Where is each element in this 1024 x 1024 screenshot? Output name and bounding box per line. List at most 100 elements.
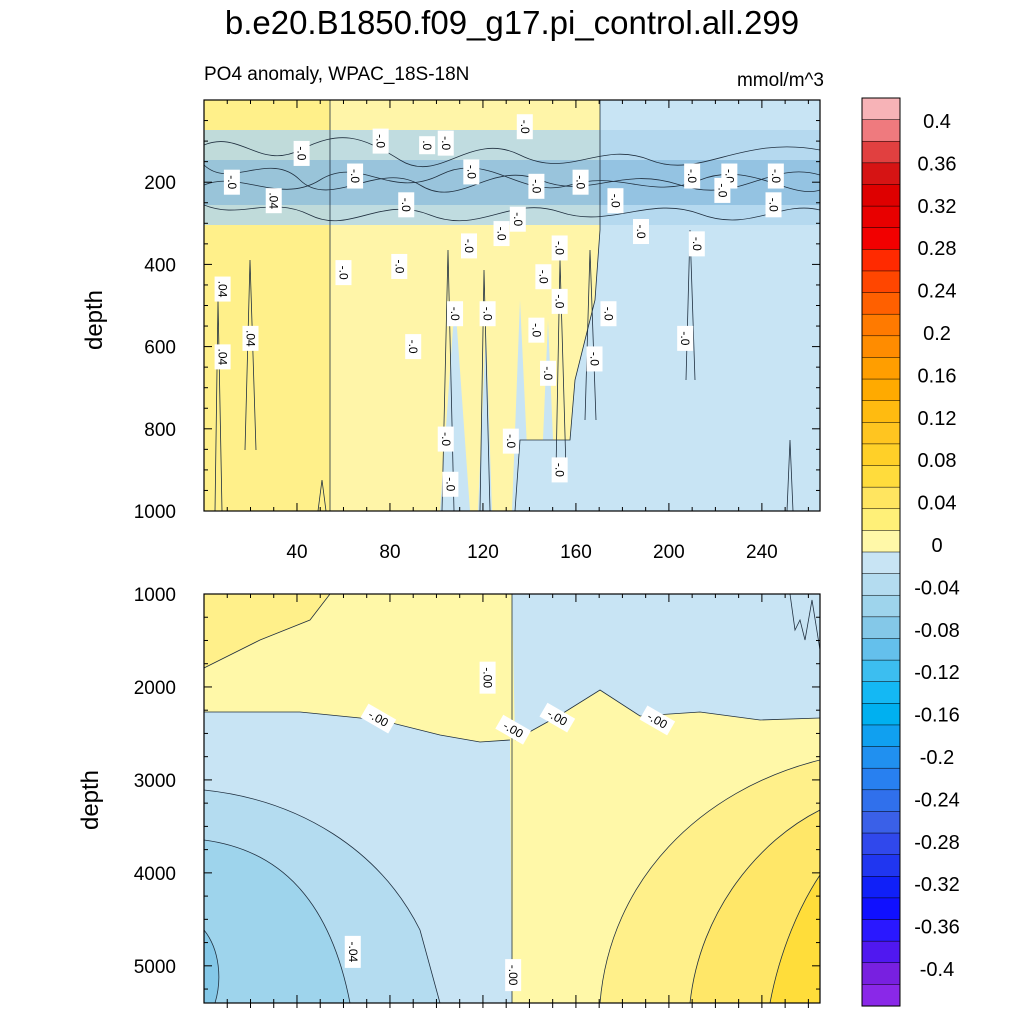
colorbar-swatch <box>861 638 901 661</box>
contour-label-text: -.0 <box>769 169 783 183</box>
contour-label: -.0 <box>335 260 352 286</box>
contour-label-text: -.0 <box>448 307 462 321</box>
contour-label-text: -.0 <box>495 227 509 241</box>
contour-label-background <box>502 428 519 454</box>
colorbar-level-label: 0 <box>931 535 942 557</box>
contour-label: -.0 <box>437 426 454 452</box>
contour-label-text: -.0 <box>608 194 622 208</box>
contour-label: -.0 <box>586 346 603 372</box>
contour-label-background <box>505 959 522 992</box>
colorbar-level-label: 0.12 <box>918 408 957 430</box>
contour-label-text: -.0 <box>439 432 453 446</box>
contour-label-text: -.0 <box>678 331 692 345</box>
contour-label-text: -.0 <box>511 212 525 226</box>
contour-label-background <box>528 317 545 343</box>
y-tick-label: 400 <box>144 255 176 276</box>
colorbar-swatch <box>861 724 901 748</box>
colorbar-swatch <box>861 465 901 488</box>
contour-label: -.0 <box>447 301 464 327</box>
contour-label: -.0 <box>502 428 519 454</box>
contour-label-text: -.0 <box>767 198 781 212</box>
contour-label: -.0 <box>688 231 705 257</box>
colorbar-swatch <box>861 876 901 899</box>
lower-field-level-minus4 <box>204 840 350 1003</box>
contour-label-text: -.0 <box>406 340 420 354</box>
colorbar-swatch <box>861 357 901 380</box>
colorbar-swatch <box>861 854 901 877</box>
contour-label-text: .04 <box>267 192 281 209</box>
colorbar-swatch <box>861 184 901 207</box>
colorbar-swatch <box>861 227 901 250</box>
colorbar-swatch <box>861 313 901 337</box>
contour-label-text: -.0 <box>536 270 550 284</box>
colorbar-level-label: -0.16 <box>914 705 960 727</box>
contour-label-background <box>479 661 496 694</box>
colorbar-swatch <box>861 573 901 596</box>
colorbar-swatch <box>861 140 901 164</box>
colorbar-level-label: -0.2 <box>920 747 954 769</box>
y-tick-label: 3000 <box>134 771 176 792</box>
colorbar-level-label: -0.4 <box>920 959 954 981</box>
colorbar-swatch <box>861 335 901 358</box>
contour-label-background <box>539 702 576 733</box>
x-tick-label: 240 <box>746 542 778 563</box>
y-tick-label: 2000 <box>134 678 176 699</box>
contour-label: -.0 <box>684 163 701 189</box>
contour-label-background <box>688 231 705 257</box>
lower-field-level-plus6 <box>770 875 820 1003</box>
contour-label-background <box>551 288 568 314</box>
contour-label-text: -.0 <box>443 477 457 491</box>
contour-label: -.04 <box>344 935 361 968</box>
contour-label-background <box>765 192 782 218</box>
contour-label-text: -.0 <box>553 463 567 477</box>
lower-field-level-minus6 <box>204 930 219 1003</box>
contour-label-background <box>714 177 731 203</box>
contour-label-background <box>607 188 624 214</box>
contour-label-text: -.0 <box>439 136 453 150</box>
contour-label: .04 <box>214 344 231 370</box>
colorbar-swatch <box>861 616 901 640</box>
contour-label-text: -.0 <box>392 259 406 273</box>
lower-field-warm-top-left <box>204 594 330 668</box>
contour-label: -.0 <box>528 317 545 343</box>
colorbar-swatch <box>861 984 901 1007</box>
contour-label-text: .04 <box>243 330 257 347</box>
colorbar-level-label: -0.36 <box>914 917 960 939</box>
contour-label-text: -.0 <box>295 146 309 160</box>
contour-label: .04 <box>265 188 282 214</box>
contour-label-background <box>223 169 240 195</box>
contour-label-text: -.04 <box>346 942 360 963</box>
contour-label-background <box>493 221 510 247</box>
contour-label-text: -.0 <box>634 225 648 239</box>
contour-label: -.0 <box>600 301 617 327</box>
colorbar-level-label: -0.28 <box>914 832 960 854</box>
y-tick-label: 5000 <box>134 957 176 978</box>
colorbar-swatch <box>861 703 901 726</box>
contour-label: -.0 <box>372 128 389 154</box>
contour-label-text: -.0 <box>553 294 567 308</box>
colorbar-swatch <box>861 292 901 315</box>
colorbar-swatch <box>861 162 901 186</box>
lower-y-axis-title: depth <box>77 770 104 830</box>
colorbar-swatch <box>861 422 901 445</box>
lower-plot-frame <box>203 593 821 1004</box>
contour-label-text: -.0 <box>529 179 543 193</box>
contour-label-text: -.0 <box>518 120 532 134</box>
contour-label: -.0 <box>442 471 459 497</box>
contour-label-background <box>372 128 389 154</box>
contour-label: -.0 <box>551 235 568 261</box>
contour-label-background <box>293 140 310 166</box>
contour-label: -.0 <box>714 177 731 203</box>
contour-label-background <box>535 264 552 290</box>
colorbar-swatch <box>861 400 901 423</box>
colorbar-swatch <box>861 919 901 942</box>
upper-field-blue-spike-3 <box>512 300 530 511</box>
contour-label-background <box>572 169 589 195</box>
upper-y-axis-title: depth <box>81 290 108 350</box>
colorbar-swatch <box>861 378 901 402</box>
y-tick-label: 800 <box>144 420 176 441</box>
contour-label: -.0 <box>509 206 526 232</box>
contour-label-text: -.0 <box>715 183 729 197</box>
